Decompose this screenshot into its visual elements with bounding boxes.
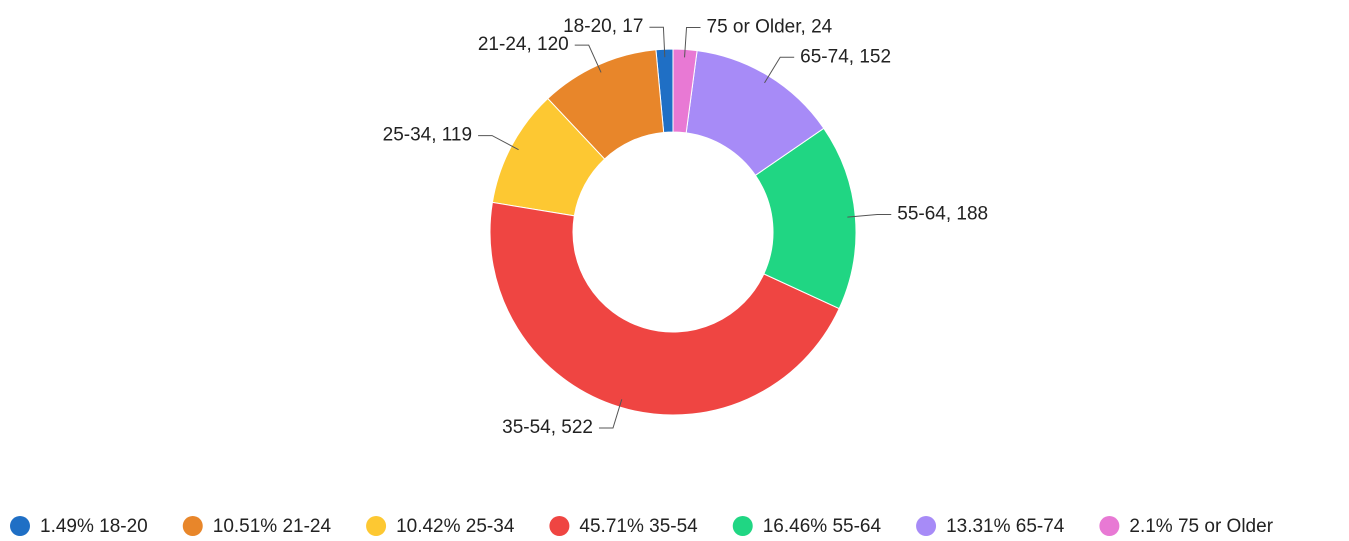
donut-slice [489, 201, 840, 416]
legend-marker [366, 516, 387, 536]
data-label: 55-64, 188 [897, 204, 988, 225]
leader-line [847, 214, 892, 218]
leader-line [478, 135, 519, 151]
legend-label: 10.51% 21-24 [213, 516, 332, 537]
legend-label: 45.71% 35-54 [579, 516, 698, 537]
leader-line [684, 26, 701, 58]
donut-slice [672, 48, 698, 134]
legend-marker [10, 516, 30, 536]
legend-marker [182, 516, 203, 536]
legend-label: 10.42% 25-34 [396, 516, 515, 537]
leader-line [598, 399, 623, 429]
legend-marker [732, 516, 753, 536]
data-label: 21-24, 120 [478, 34, 569, 55]
data-label: 25-34, 119 [383, 125, 472, 146]
legend-label: 1.49% 18-20 [40, 516, 148, 537]
leader-line [764, 56, 795, 84]
legend-label: 16.46% 55-64 [763, 516, 882, 537]
data-label: 75 or Older, 24 [707, 16, 833, 37]
legend-marker [916, 516, 937, 536]
data-label: 35-54, 522 [502, 417, 593, 438]
leader-line [574, 44, 602, 73]
legend-marker [549, 516, 570, 536]
legend-marker [1099, 516, 1120, 536]
data-label: 65-74, 152 [800, 46, 891, 67]
data-label: 18-20, 17 [563, 16, 643, 37]
legend-label: 13.31% 65-74 [946, 516, 1065, 537]
legend-label: 2.1% 75 or Older [1129, 516, 1273, 537]
leader-line [649, 26, 666, 58]
